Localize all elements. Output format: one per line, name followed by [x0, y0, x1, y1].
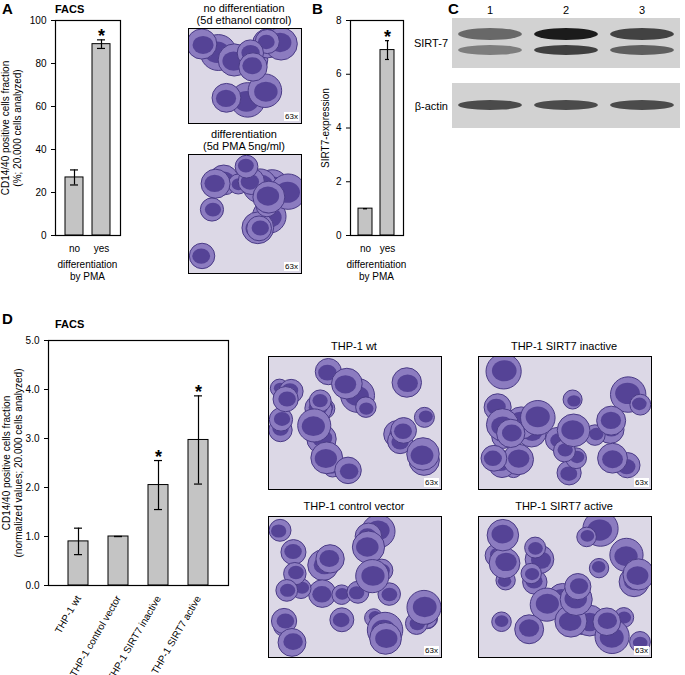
- svg-text:*: *: [155, 447, 162, 467]
- svg-text:1.0: 1.0: [26, 531, 40, 542]
- svg-text:3.0: 3.0: [26, 433, 40, 444]
- svg-text:yes: yes: [94, 243, 110, 254]
- svg-text:0: 0: [41, 230, 47, 241]
- html-text:63x: 63x: [635, 478, 648, 487]
- svg-text:4: 4: [336, 122, 342, 133]
- svg-text:THP-1 SIRT7 active: THP-1 SIRT7 active: [149, 593, 203, 675]
- html-text:(5d ethanol control): (5d ethanol control): [196, 14, 292, 26]
- html-text:CD14/40 positive cells fractio: CD14/40 positive cells fraction: [0, 395, 11, 530]
- html-text:differentiation: differentiation: [57, 259, 118, 270]
- html-text:THP-1 control vector: THP-1 control vector: [303, 500, 405, 512]
- svg-text:8: 8: [336, 15, 342, 26]
- svg-text:yes: yes: [380, 243, 396, 254]
- svg-text:60: 60: [35, 101, 47, 112]
- svg-text:0.0: 0.0: [26, 580, 40, 591]
- svg-text:THP-1 wt: THP-1 wt: [53, 593, 83, 635]
- html-text:C: C: [448, 0, 459, 17]
- html-text:differentiation: differentiation: [346, 259, 407, 270]
- html-text:3: 3: [638, 4, 646, 16]
- svg-text:20: 20: [35, 187, 47, 198]
- html-text:63x: 63x: [285, 112, 298, 121]
- html-text:THP-1 SIRT7 inactive: THP-1 SIRT7 inactive: [510, 340, 618, 352]
- html-text:by PMA: by PMA: [70, 271, 105, 282]
- html-text:63x: 63x: [425, 478, 438, 487]
- html-text:(normalized values; 20.000 cel: (normalized values; 20.000 cells analyze…: [12, 368, 23, 557]
- svg-text:4.0: 4.0: [26, 384, 40, 395]
- svg-text:0: 0: [336, 230, 342, 241]
- html-text:2: 2: [562, 4, 570, 16]
- svg-text:5.0: 5.0: [26, 335, 40, 346]
- html-text:FACS: FACS: [55, 318, 85, 330]
- html-text:(%; 20.000 cells analyzed): (%; 20.000 cells analyzed): [11, 68, 22, 187]
- html-text:A: A: [2, 0, 13, 17]
- html-text:1: 1: [486, 4, 494, 16]
- html-text:THP-1 wt: THP-1 wt: [331, 340, 377, 352]
- html-text:β-actin: β-actin: [414, 99, 448, 112]
- svg-text:6: 6: [336, 68, 342, 79]
- svg-text:80: 80: [35, 58, 47, 69]
- svg-text:100: 100: [30, 15, 47, 26]
- html-text:63x: 63x: [425, 646, 438, 655]
- html-text:SIRT7-expression: SIRT7-expression: [319, 87, 330, 168]
- html-text:63x: 63x: [285, 262, 298, 271]
- svg-text:2.0: 2.0: [26, 482, 40, 493]
- html-text:no differentiation: no differentiation: [203, 2, 285, 14]
- html-text:SIRT-7: SIRT-7: [414, 37, 448, 49]
- html-text:63x: 63x: [635, 646, 648, 655]
- svg-text:*: *: [384, 27, 391, 47]
- html-text:FACS: FACS: [55, 3, 85, 15]
- html-text:B: B: [312, 0, 323, 17]
- svg-text:*: *: [195, 382, 202, 402]
- svg-text:40: 40: [35, 144, 47, 155]
- html-text:by PMA: by PMA: [359, 271, 394, 282]
- html-text:CD14/40 positive cells fractio: CD14/40 positive cells fraction: [0, 60, 10, 195]
- svg-text:*: *: [98, 26, 105, 46]
- svg-text:no: no: [69, 243, 81, 254]
- svg-text:2: 2: [336, 176, 342, 187]
- svg-text:no: no: [360, 243, 372, 254]
- html-text:THP-1 SIRT7 active: THP-1 SIRT7 active: [515, 500, 613, 512]
- html-text:(5d PMA 5ng/ml): (5d PMA 5ng/ml): [203, 140, 285, 152]
- html-text:differentiation: differentiation: [211, 128, 277, 140]
- html-text:D: D: [2, 310, 13, 327]
